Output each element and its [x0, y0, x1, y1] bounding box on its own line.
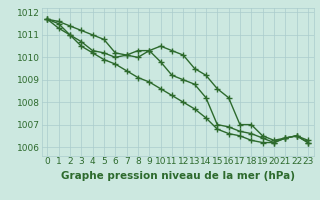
X-axis label: Graphe pression niveau de la mer (hPa): Graphe pression niveau de la mer (hPa)	[60, 171, 295, 181]
